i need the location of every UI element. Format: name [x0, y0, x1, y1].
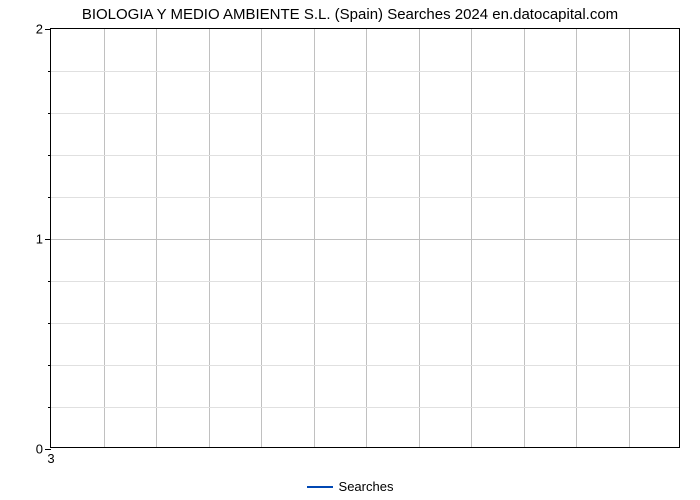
gridline-horizontal-minor [51, 281, 679, 282]
legend: Searches [0, 478, 700, 494]
gridline-vertical [261, 29, 262, 447]
gridline-vertical [629, 29, 630, 447]
y-minor-tick-mark [48, 365, 51, 366]
gridline-horizontal-minor [51, 155, 679, 156]
gridline-vertical [156, 29, 157, 447]
gridline-horizontal-minor [51, 365, 679, 366]
gridline-vertical [314, 29, 315, 447]
gridline-vertical [471, 29, 472, 447]
y-minor-tick-mark [48, 197, 51, 198]
x-tick-label: 3 [47, 447, 54, 466]
y-tick-label: 1 [36, 232, 51, 247]
y-tick-label: 2 [36, 22, 51, 37]
y-minor-tick-mark [48, 113, 51, 114]
chart-container: BIOLOGIA Y MEDIO AMBIENTE S.L. (Spain) S… [0, 0, 700, 500]
gridline-vertical [576, 29, 577, 447]
y-minor-tick-mark [48, 281, 51, 282]
gridline-horizontal-minor [51, 197, 679, 198]
gridline-horizontal-minor [51, 407, 679, 408]
legend-line-icon [307, 486, 333, 488]
gridline-vertical [104, 29, 105, 447]
gridline-vertical [524, 29, 525, 447]
y-minor-tick-mark [48, 323, 51, 324]
plot-area: 0123 [50, 28, 680, 448]
legend-label: Searches [339, 479, 394, 494]
gridline-horizontal-minor [51, 323, 679, 324]
chart-title: BIOLOGIA Y MEDIO AMBIENTE S.L. (Spain) S… [0, 6, 700, 23]
y-minor-tick-mark [48, 71, 51, 72]
gridline-horizontal-minor [51, 113, 679, 114]
gridline-vertical [209, 29, 210, 447]
y-minor-tick-mark [48, 407, 51, 408]
gridline-horizontal-major [51, 239, 679, 240]
gridline-horizontal-minor [51, 71, 679, 72]
y-minor-tick-mark [48, 155, 51, 156]
gridline-vertical [419, 29, 420, 447]
gridline-vertical [366, 29, 367, 447]
